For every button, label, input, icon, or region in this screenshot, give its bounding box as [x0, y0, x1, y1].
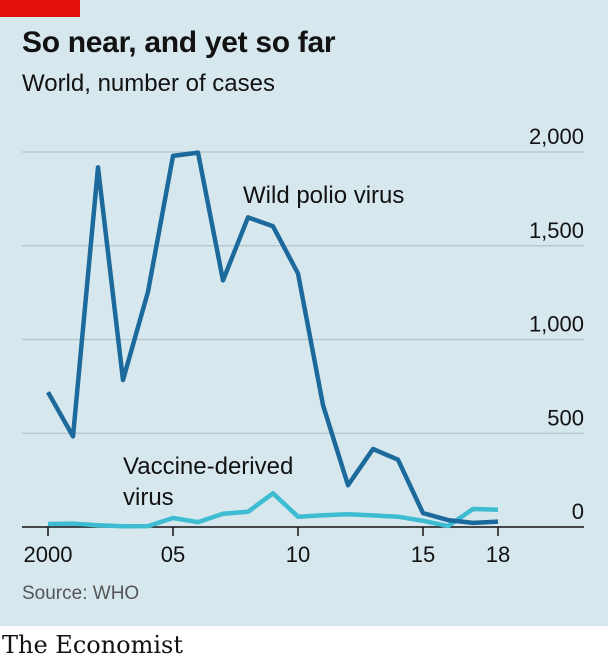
y-tick-label-1500: 1,500	[529, 218, 584, 243]
y-axis-tick-labels: 0 500 1,000 1,500 2,000	[529, 124, 584, 524]
series-label-vaccine-derived-line1: Vaccine-derived	[123, 453, 293, 480]
grid-lines	[22, 151, 584, 434]
x-tick-label-2015: 15	[411, 542, 435, 567]
x-tick-label-2000: 2000	[24, 542, 73, 567]
series-label-vaccine-derived: Vaccine-derived virus	[123, 453, 300, 511]
x-axis: 2000 05 10 15 18	[22, 526, 584, 567]
y-tick-label-2000: 2,000	[529, 124, 584, 149]
series-label-vaccine-derived-line2: virus	[123, 484, 174, 511]
x-tick-label-2018: 18	[486, 542, 510, 567]
y-tick-label-500: 500	[547, 405, 584, 430]
y-tick-label-1000: 1,000	[529, 312, 584, 337]
series-label-wild-polio: Wild polio virus	[243, 182, 404, 209]
chart-subtitle: World, number of cases	[22, 70, 275, 97]
series-lines	[46, 150, 499, 529]
line-chart: 0 500 1,000 1,500 2,000 2000 05 10 15 18 Wild po…	[22, 124, 584, 567]
x-tick-label-2005: 05	[161, 542, 185, 567]
chart-title: So near, and yet so far	[22, 26, 336, 59]
series-line-wild-polio	[46, 150, 499, 526]
brand-red-tag	[0, 0, 80, 17]
y-tick-label-0: 0	[572, 499, 584, 524]
source-note: Source: WHO	[22, 583, 140, 604]
x-tick-label-2010: 10	[286, 542, 310, 567]
series-line-vaccine-derived	[47, 491, 499, 529]
economist-logo-text: The Economist	[2, 631, 184, 659]
